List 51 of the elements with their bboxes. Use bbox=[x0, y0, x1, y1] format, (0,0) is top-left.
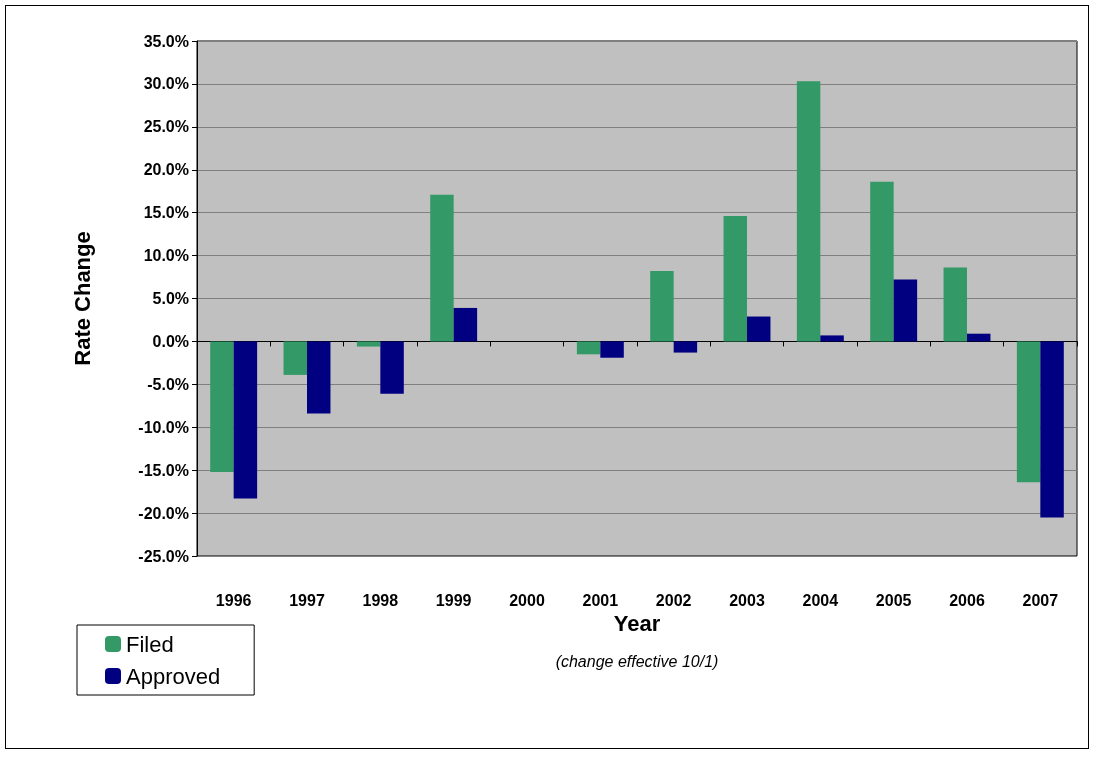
y-tick-label: -5.0% bbox=[147, 375, 189, 393]
bar bbox=[576, 341, 601, 355]
bar bbox=[943, 267, 967, 342]
x-tick-label: 2000 bbox=[509, 591, 545, 609]
bar bbox=[356, 341, 381, 347]
bar bbox=[650, 271, 674, 342]
y-tick-label: 35.0% bbox=[143, 32, 189, 50]
x-tick-label: 2007 bbox=[1022, 591, 1059, 609]
y-tick-label: 5.0% bbox=[152, 290, 189, 307]
bar bbox=[870, 181, 894, 342]
x-tick-label: 2006 bbox=[949, 591, 985, 609]
bar bbox=[1016, 341, 1041, 483]
y-tick-label: 25.0% bbox=[143, 118, 189, 136]
x-tick-label: 1998 bbox=[362, 591, 399, 609]
y-tick-label: 15.0% bbox=[143, 204, 189, 222]
text: (change effective 10/1) bbox=[555, 652, 719, 670]
y-tick-label: 30.0% bbox=[143, 75, 189, 93]
bar bbox=[307, 341, 331, 414]
x-tick-label: 2004 bbox=[802, 591, 839, 609]
y-tick-label: -20.0% bbox=[138, 504, 189, 522]
x-tick-label: 1996 bbox=[215, 591, 252, 609]
y-tick-label: -25.0% bbox=[138, 547, 189, 565]
bar bbox=[233, 341, 258, 499]
y-tick-label: 10.0% bbox=[143, 247, 189, 265]
x-tick-label: 1997 bbox=[289, 591, 325, 609]
x-tick-label: 2003 bbox=[729, 591, 765, 609]
legend-label: Approved bbox=[126, 663, 221, 689]
bar bbox=[820, 335, 844, 342]
y-tick-label: 20.0% bbox=[143, 161, 189, 179]
bar bbox=[283, 341, 307, 375]
bar bbox=[600, 341, 624, 358]
x-tick-label: 2005 bbox=[875, 591, 912, 609]
bar bbox=[1040, 341, 1064, 518]
x-tick-label: 1999 bbox=[435, 591, 472, 609]
bar bbox=[430, 194, 454, 342]
bar bbox=[380, 341, 404, 394]
y-axis-title: Rate Change bbox=[69, 231, 95, 366]
y-tick-label: -15.0% bbox=[138, 461, 189, 479]
x-tick-label: 2002 bbox=[655, 591, 692, 609]
x-axis-title: Year bbox=[613, 611, 661, 637]
bar bbox=[796, 81, 821, 342]
y-tick-label: -10.0% bbox=[138, 418, 189, 436]
bar bbox=[453, 307, 478, 342]
bar bbox=[747, 316, 771, 342]
y-tick-label: 0.0% bbox=[152, 332, 189, 350]
bar bbox=[210, 341, 234, 472]
bar bbox=[723, 216, 747, 342]
bar bbox=[893, 279, 918, 342]
x-tick-label: 2001 bbox=[582, 591, 619, 609]
bar bbox=[673, 341, 698, 353]
legend-label: Filed bbox=[126, 631, 174, 657]
